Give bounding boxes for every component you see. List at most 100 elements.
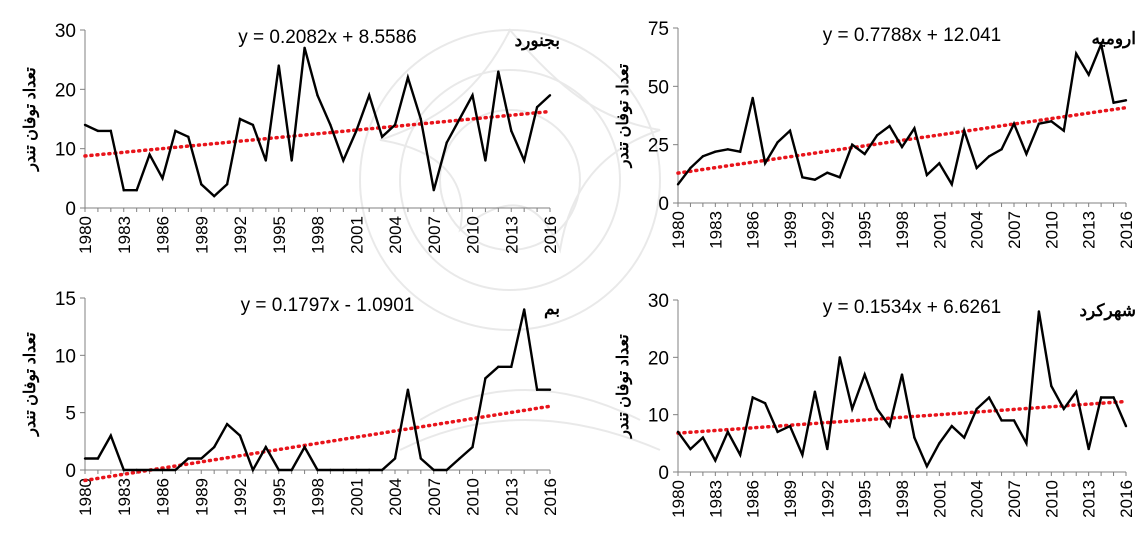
data-point bbox=[950, 424, 953, 428]
chart-panel-bam: 0 5 10 15 1980 1983 1986 1989 1992 1995 1998 2001 20… bbox=[22, 289, 560, 516]
y-axis-title: تعداد توفان تندر bbox=[615, 334, 633, 439]
data-point bbox=[1087, 73, 1090, 76]
x-tick-label: 1998 bbox=[309, 216, 328, 254]
station-title: ارومیه bbox=[1092, 29, 1137, 49]
data-point bbox=[251, 468, 255, 472]
x-tick-label: 1986 bbox=[154, 216, 173, 254]
x-tick-label: 2010 bbox=[464, 478, 483, 516]
data-point bbox=[264, 445, 268, 449]
y-axis-title: تعداد توفان تندر bbox=[615, 63, 633, 168]
trend-line bbox=[83, 109, 552, 158]
data-point bbox=[1025, 152, 1028, 156]
data-point bbox=[975, 407, 978, 411]
x-tick-label: 1983 bbox=[115, 478, 134, 516]
data-point bbox=[109, 434, 113, 437]
data-point bbox=[900, 373, 904, 376]
x-tick-label: 2007 bbox=[1005, 480, 1024, 518]
y-tick-label: 15 bbox=[55, 289, 76, 310]
x-tick-label: 2004 bbox=[968, 211, 987, 249]
y-tick-label: 20 bbox=[55, 80, 76, 101]
x-tick-label: 2004 bbox=[386, 216, 405, 254]
x-tick-label: 1986 bbox=[154, 478, 173, 516]
data-point bbox=[406, 388, 410, 391]
data-point bbox=[851, 407, 854, 411]
data-point bbox=[432, 189, 435, 192]
data-point bbox=[367, 94, 371, 97]
y-tick-label: 0 bbox=[65, 199, 76, 220]
data-point bbox=[161, 177, 164, 180]
data-point bbox=[510, 129, 513, 133]
x-tick-label: 2007 bbox=[1005, 211, 1024, 249]
y-tick-label: 0 bbox=[658, 463, 669, 484]
data-point bbox=[535, 388, 539, 391]
data-point bbox=[277, 64, 280, 67]
data-point bbox=[801, 453, 804, 456]
x-tick-label: 2007 bbox=[425, 216, 444, 254]
data-point bbox=[96, 129, 100, 133]
data-point bbox=[109, 129, 113, 133]
x-tick-label: 1980 bbox=[669, 480, 688, 518]
x-tick-label: 1989 bbox=[781, 211, 800, 249]
data-point bbox=[187, 135, 190, 138]
x-tick-label: 1995 bbox=[856, 211, 875, 249]
y-tick-label: 10 bbox=[55, 346, 76, 367]
data-point bbox=[342, 468, 345, 472]
data-point bbox=[1000, 148, 1003, 151]
station-title: بجنورد bbox=[515, 31, 560, 51]
station-title: بم bbox=[544, 299, 560, 319]
data-point bbox=[83, 123, 87, 127]
data-point bbox=[913, 436, 916, 439]
data-point bbox=[851, 143, 854, 146]
y-tick-label: 30 bbox=[648, 291, 669, 312]
data-point bbox=[975, 166, 978, 170]
data-point bbox=[1012, 122, 1016, 125]
data-point bbox=[122, 189, 125, 192]
data-point bbox=[689, 166, 692, 170]
data-series-line bbox=[84, 47, 551, 198]
data-point bbox=[863, 373, 866, 376]
data-point bbox=[212, 445, 216, 449]
regression-equation: y = 0.1534x + 6.6261 bbox=[823, 297, 1002, 318]
data-point bbox=[535, 105, 539, 109]
data-point bbox=[826, 171, 829, 174]
x-tick-label: 2010 bbox=[1042, 480, 1061, 518]
data-point bbox=[1112, 101, 1115, 104]
trend-line bbox=[676, 399, 1128, 435]
data-point bbox=[1075, 390, 1078, 393]
data-point bbox=[445, 141, 448, 144]
y-tick-label: 50 bbox=[648, 77, 669, 98]
data-point bbox=[225, 422, 229, 426]
data-point bbox=[458, 457, 461, 460]
x-tick-label: 1995 bbox=[856, 480, 875, 518]
data-point bbox=[432, 468, 435, 472]
x-tick-label: 2013 bbox=[502, 216, 521, 254]
data-point bbox=[1124, 424, 1128, 428]
data-point bbox=[548, 388, 552, 391]
x-tick-label: 2016 bbox=[541, 478, 560, 516]
data-point bbox=[788, 424, 792, 428]
data-point bbox=[863, 152, 866, 156]
data-point bbox=[329, 468, 332, 472]
data-point bbox=[484, 159, 487, 162]
data-point bbox=[801, 176, 804, 179]
x-tick-label: 1992 bbox=[818, 211, 837, 249]
data-point bbox=[187, 457, 190, 460]
data-point bbox=[701, 436, 705, 439]
data-point bbox=[763, 162, 767, 165]
data-point bbox=[471, 445, 474, 449]
data-point bbox=[776, 141, 779, 144]
y-tick-label: 0 bbox=[658, 194, 669, 215]
data-point bbox=[701, 155, 705, 158]
data-point bbox=[316, 468, 319, 472]
x-tick-label: 1983 bbox=[706, 480, 725, 518]
data-point bbox=[548, 94, 552, 97]
data-point bbox=[938, 162, 941, 165]
data-point bbox=[1050, 120, 1053, 123]
data-series-line bbox=[85, 309, 550, 473]
data-point bbox=[875, 407, 879, 411]
data-point bbox=[510, 365, 513, 368]
data-point bbox=[303, 46, 306, 49]
data-point bbox=[290, 159, 293, 162]
data-point bbox=[419, 457, 423, 460]
